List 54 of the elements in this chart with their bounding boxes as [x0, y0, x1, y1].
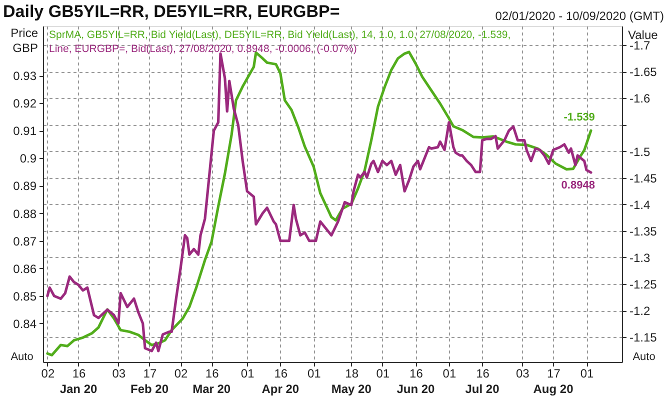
y-tick-label: 0.86: [13, 262, 37, 276]
y-tick-label: 0.9: [20, 152, 37, 166]
x-tick-label: 01: [442, 366, 456, 380]
y2-tick-label: -1.15: [630, 330, 658, 345]
x-tick-label: 03: [112, 366, 126, 380]
data-label: 0.8948: [561, 180, 595, 192]
x-tick-label: 01: [376, 366, 390, 380]
y-tick-label: 0.91: [13, 124, 37, 138]
y-tick-label: 0.93: [13, 69, 37, 84]
x-tick-label: 16: [72, 366, 86, 380]
x-tick-label: 01: [307, 366, 322, 380]
y-tick-label: 0.89: [13, 179, 37, 194]
x-tick-label: 18: [345, 366, 359, 380]
text: Feb 20: [130, 382, 169, 396]
y2-tick-label: -1.2: [630, 304, 651, 318]
x-tick-label: 16: [476, 366, 490, 380]
y-tick-label: 0.84: [13, 316, 37, 331]
y-tick-label: 0.92: [13, 96, 37, 111]
y2-tick-label: -1.3: [630, 250, 651, 265]
x-tick-label: 17: [143, 366, 157, 380]
text: Mar 20: [192, 382, 231, 396]
text: Apr 20: [262, 382, 300, 396]
data-label: -1.539: [564, 112, 595, 124]
text: May 20: [331, 382, 372, 396]
text: Jun 20: [396, 382, 436, 396]
y2-tick-label: -1.6: [630, 92, 651, 106]
y2-tick-label: -1.45: [630, 171, 658, 186]
text: SprMA, GB5YIL=RR, Bid Yield(Last), DE5YIL=RR, Bid Yield(Last), 14, 1.0, 1.0, 27/08/2020, -1.539,: [49, 29, 511, 41]
y2-tick-label: -1.35: [630, 224, 658, 238]
text: Jul 20: [465, 382, 500, 396]
text: Auto: [632, 351, 656, 363]
x-tick-label: 16: [410, 366, 424, 380]
y-tick-label: 0.87: [13, 234, 37, 248]
series-label: Line, EURGBP=, Bid(Last), 27/08/2020, 0.8948, -0.0006, (-0.07%): [49, 43, 357, 55]
x-tick-label: 02: [41, 366, 55, 380]
x-tick-label: 17: [547, 366, 561, 380]
y-tick-label: 0.85: [13, 289, 37, 304]
chart-title: Daily GB5YIL=RR, DE5YIL=RR, EURGBP=: [3, 2, 340, 21]
x-tick-label: 02: [174, 366, 188, 380]
text: Auto: [10, 351, 34, 363]
chart-subtitle: 02/01/2020 - 10/09/2020 (GMT): [495, 9, 664, 23]
y2-tick-label: -1.5: [630, 144, 651, 159]
y2-tick-label: -1.65: [630, 65, 658, 80]
x-tick-label: 16: [205, 366, 220, 380]
text: Jan 20: [60, 382, 98, 396]
y2-tick-label: -1.25: [630, 277, 658, 292]
x-tick-label: 01: [580, 366, 594, 380]
y2-tick-label: -1.4: [630, 198, 651, 212]
x-tick-label: 01: [240, 366, 255, 380]
y-axis-title: Price GBP: [10, 26, 38, 55]
text: Aug 20: [533, 382, 574, 396]
x-tick-label: 03: [516, 366, 530, 380]
x-tick-label: 16: [274, 366, 288, 380]
y-tick-label: 0.88: [13, 206, 37, 221]
